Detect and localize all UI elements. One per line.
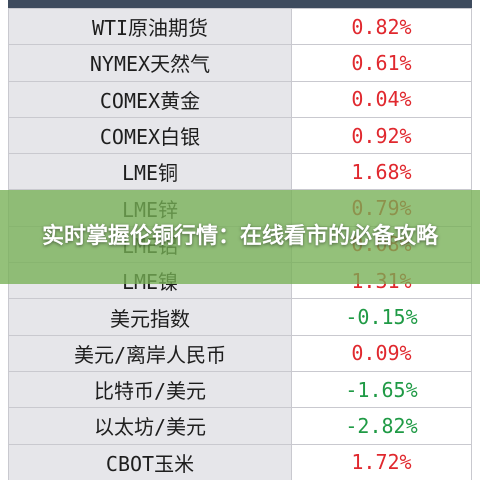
asset-name: COMEX黄金 — [8, 80, 292, 118]
change-value: -0.15% — [291, 298, 472, 336]
change-value: 1.72% — [291, 443, 472, 480]
asset-name: COMEX白银 — [8, 116, 292, 155]
asset-name: LME铜 — [8, 153, 292, 191]
table-row: 美元/离岸人民币 0.09% — [8, 334, 472, 372]
change-value: 1.68% — [291, 153, 472, 191]
table-row: 比特币/美元 -1.65% — [8, 370, 472, 409]
asset-name: 美元/离岸人民币 — [8, 334, 292, 372]
table-row: 美元指数 -0.15% — [8, 298, 472, 336]
change-value: 0.92% — [291, 116, 472, 155]
change-value: 0.61% — [291, 44, 472, 82]
table-row: CBOT玉米 1.72% — [8, 443, 472, 480]
change-value: -1.65% — [291, 370, 472, 409]
change-value: 0.82% — [291, 7, 472, 46]
asset-name: CBOT玉米 — [8, 443, 292, 480]
table-row: COMEX白银 0.92% — [8, 116, 472, 155]
change-value: -2.82% — [291, 407, 472, 445]
change-value: 0.04% — [291, 80, 472, 118]
asset-name: 以太坊/美元 — [8, 407, 292, 445]
table-row: LME铜 1.68% — [8, 153, 472, 191]
banner: 实时掌握伦铜行情：在线看市的必备攻略 — [0, 190, 480, 284]
table-row: WTI原油期货 0.82% — [8, 7, 472, 46]
table-row: 以太坊/美元 -2.82% — [8, 407, 472, 445]
asset-name: 美元指数 — [8, 298, 292, 336]
table-row: NYMEX天然气 0.61% — [8, 44, 472, 82]
asset-name: NYMEX天然气 — [8, 44, 292, 82]
asset-name: 比特币/美元 — [8, 370, 292, 409]
asset-name: WTI原油期货 — [8, 7, 292, 46]
change-value: 0.09% — [291, 334, 472, 372]
banner-title: 实时掌握伦铜行情：在线看市的必备攻略 — [41, 224, 438, 249]
table-row: COMEX黄金 0.04% — [8, 80, 472, 118]
table-header — [8, 0, 472, 8]
